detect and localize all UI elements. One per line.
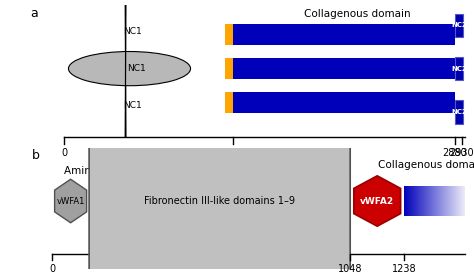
Text: NC1: NC1 (127, 64, 146, 73)
Text: Amino acid number per strand: Amino acid number per strand (64, 166, 224, 176)
Text: b: b (32, 149, 40, 162)
Ellipse shape (68, 0, 183, 274)
Text: NC2: NC2 (451, 22, 467, 28)
FancyBboxPatch shape (225, 24, 233, 45)
Text: NC2: NC2 (451, 65, 467, 72)
Ellipse shape (68, 52, 191, 86)
FancyBboxPatch shape (233, 92, 455, 113)
Text: a: a (30, 7, 38, 20)
Text: Collagenous domain: Collagenous domain (378, 160, 474, 170)
Text: vWFA2: vWFA2 (360, 196, 394, 206)
Text: 0: 0 (61, 147, 67, 158)
Text: Fibronectin III-like domains 1–9: Fibronectin III-like domains 1–9 (144, 196, 295, 206)
FancyBboxPatch shape (455, 14, 463, 37)
Text: 2880: 2880 (443, 147, 467, 158)
Text: vWFA1: vWFA1 (56, 196, 85, 206)
FancyBboxPatch shape (225, 58, 233, 79)
FancyBboxPatch shape (233, 58, 455, 79)
Ellipse shape (68, 0, 183, 274)
Text: NC1: NC1 (123, 101, 142, 110)
Text: 0: 0 (49, 264, 55, 274)
Text: 1238: 1238 (392, 264, 417, 274)
FancyBboxPatch shape (455, 57, 463, 80)
Text: NC2: NC2 (451, 109, 467, 115)
Text: 1048: 1048 (338, 264, 363, 274)
FancyBboxPatch shape (233, 24, 455, 45)
Polygon shape (354, 176, 401, 226)
Text: 2930: 2930 (449, 147, 474, 158)
Text: Collagenous domain: Collagenous domain (304, 9, 410, 19)
FancyBboxPatch shape (455, 101, 463, 124)
Text: 1240: 1240 (220, 147, 245, 158)
Polygon shape (55, 179, 87, 223)
FancyBboxPatch shape (89, 0, 350, 274)
FancyBboxPatch shape (225, 92, 233, 113)
Text: NC1: NC1 (123, 27, 142, 36)
